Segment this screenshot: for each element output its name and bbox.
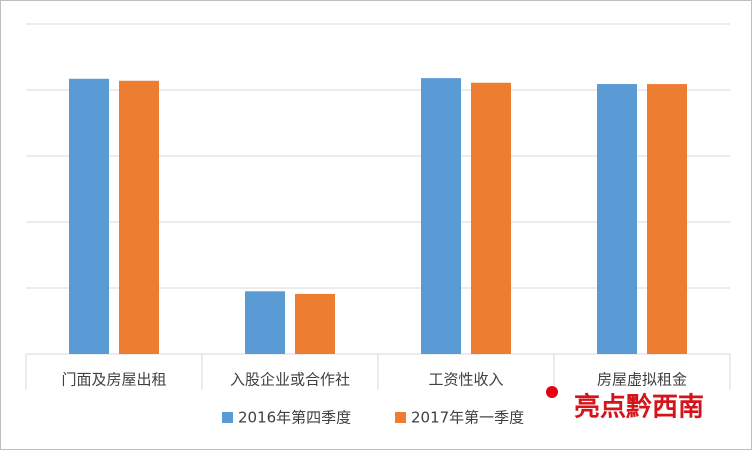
- bar: [647, 84, 687, 354]
- x-tick-label: 房屋虚拟租金: [597, 371, 687, 389]
- bar: [119, 80, 159, 354]
- legend-label: 2017年第一季度: [411, 409, 524, 427]
- bar: [421, 78, 461, 355]
- x-tick-label: 门面及房屋出租: [61, 371, 166, 389]
- legend-swatch: [395, 412, 406, 423]
- watermark-dot: [546, 386, 558, 398]
- bar: [69, 78, 109, 354]
- bar: [471, 82, 511, 355]
- legend-label: 2016年第四季度: [238, 409, 351, 427]
- x-tick-label: 工资性收入: [428, 371, 503, 389]
- watermark: 亮点黔西南: [574, 392, 704, 423]
- legend-swatch: [222, 412, 233, 423]
- bar: [245, 291, 285, 354]
- bar: [597, 84, 637, 354]
- x-tick-label: 入股企业或合作社: [230, 371, 350, 389]
- bar: [295, 293, 335, 354]
